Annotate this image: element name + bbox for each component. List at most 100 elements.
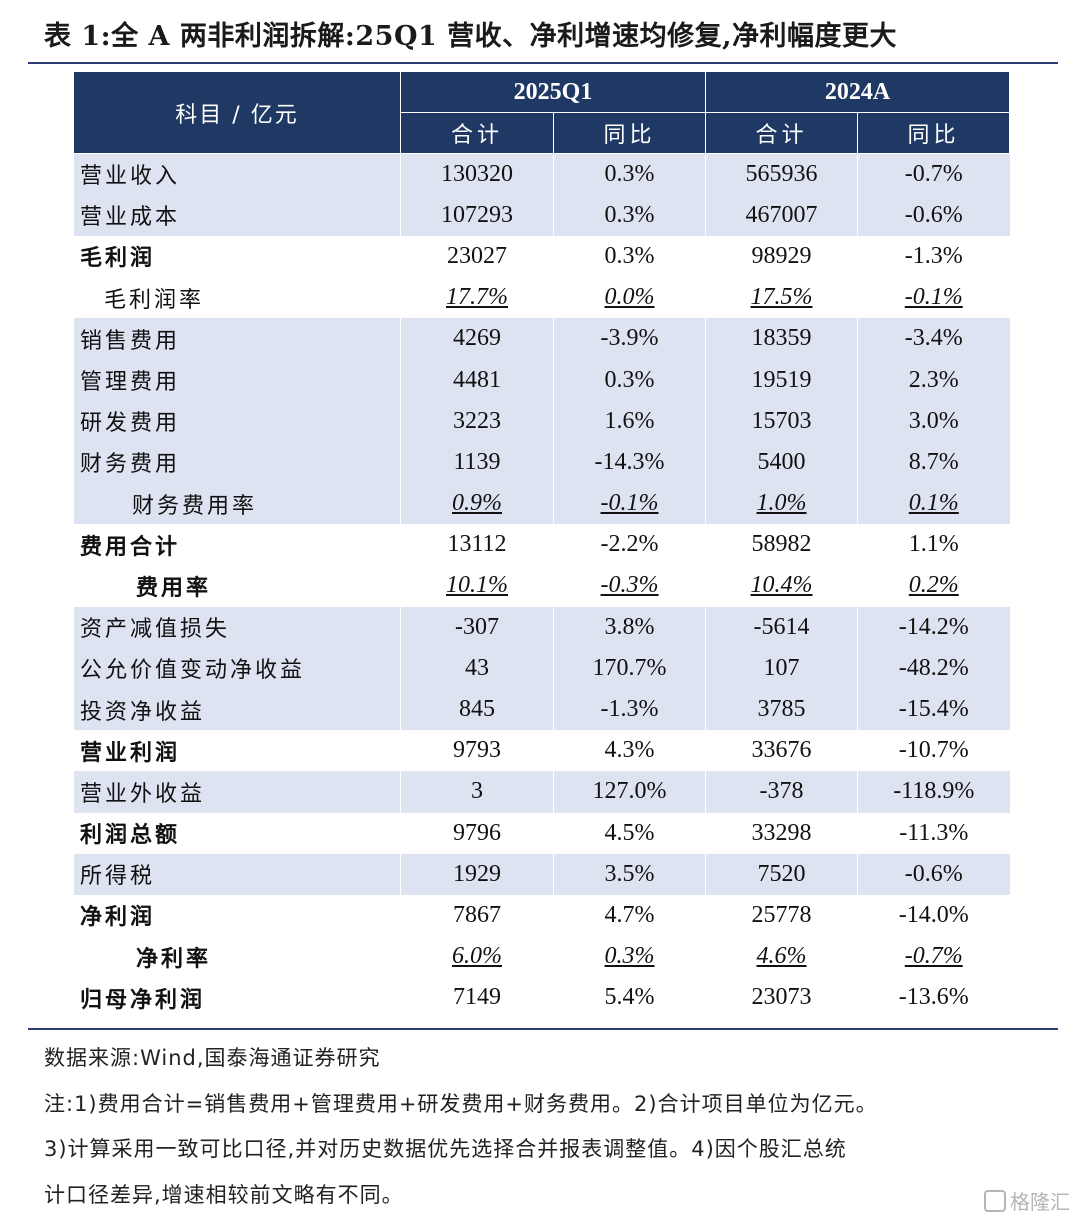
cell-2025q1-total: 9796 [400,812,554,854]
cell-2024a-yoy: 2.3% [857,359,1010,401]
cell-2024a-yoy: 3.0% [857,400,1010,442]
table-row: 费用率 10.1% -0.3% 10.4% 0.2% [73,565,1010,607]
footnote-line-2: 3)计算采用一致可比口径,并对历史数据优先选择合并报表调整值。4)因个股汇总统 [44,1137,847,1161]
cell-2025q1-yoy: -0.3% [552,565,706,607]
cell-2024a-total: 33298 [705,812,858,854]
row-label: 净利率 [73,936,401,978]
cell-2024a-yoy: -13.6% [857,977,1010,1019]
cell-2024a-yoy: 0.1% [857,483,1010,525]
row-label: 研发费用 [73,400,401,442]
cell-2024a-yoy: -118.9% [857,771,1010,813]
row-label: 销售费用 [73,318,401,360]
table-row: 销售费用 4269 -3.9% 18359 -3.4% [73,318,1010,360]
cell-2025q1-total: 13112 [400,524,554,566]
cell-2024a-yoy: -15.4% [857,688,1010,731]
cell-2024a-total: 23073 [705,977,858,1019]
cell-2025q1-total: 0.9% [400,483,554,525]
cell-2024a-yoy: -1.3% [857,235,1010,278]
table-row: 财务费用 1139 -14.3% 5400 8.7% [73,441,1010,483]
profit-breakdown-table: 科目 / 亿元 2025Q1 2024A 合计 同比 合计 同比 营业收入 13… [73,71,1011,1019]
row-label: 费用合计 [73,524,401,566]
cell-2024a-yoy: -14.2% [857,606,1010,648]
cell-2025q1-total: 107293 [400,194,554,236]
cell-2024a-yoy: -48.2% [857,647,1010,689]
cell-2024a-total: 1.0% [705,483,858,525]
cell-2024a-total: 17.5% [705,277,858,319]
header-yoy-2025q1: 同比 [552,112,707,154]
row-label: 所得税 [73,853,401,895]
cell-2025q1-total: 4269 [400,318,554,360]
table-title: 表 1:全 A 两非利润拆解:25Q1 营收、净利增速均修复,净利幅度更大 [44,21,898,52]
cell-2025q1-total: 1139 [400,441,554,483]
table-row: 营业成本 107293 0.3% 467007 -0.6% [73,194,1010,236]
cell-2025q1-yoy: 4.3% [552,730,706,772]
footnote-line-1: 注:1)费用合计=销售费用+管理费用+研发费用+财务费用。2)合计项目单位为亿元… [44,1092,878,1116]
cell-2024a-total: 7520 [705,853,858,895]
row-label: 费用率 [73,565,401,607]
row-label: 营业利润 [73,730,401,772]
cell-2024a-yoy: -0.1% [857,277,1010,319]
cell-2025q1-total: 9793 [400,730,554,772]
row-label: 营业收入 [73,153,401,195]
cell-2025q1-total: 4481 [400,359,554,401]
row-label: 净利润 [73,894,401,937]
header-item-label: 科目 / 亿元 [73,71,401,154]
table-row: 毛利润 23027 0.3% 98929 -1.3% [73,235,1010,278]
cell-2025q1-yoy: 0.3% [552,153,706,195]
cell-2025q1-yoy: -14.3% [552,441,706,483]
table-row: 净利润 7867 4.7% 25778 -14.0% [73,894,1010,937]
cell-2025q1-yoy: -2.2% [552,524,706,566]
cell-2025q1-total: 845 [400,688,554,731]
row-label: 利润总额 [73,812,401,854]
watermark: 格隆汇 [984,1186,1070,1215]
row-label: 毛利润率 [73,277,401,319]
cell-2024a-total: 10.4% [705,565,858,607]
cell-2025q1-total: 3223 [400,400,554,442]
cell-2024a-total: 19519 [705,359,858,401]
header-total-2025q1: 合计 [400,112,554,154]
table-row: 营业利润 9793 4.3% 33676 -10.7% [73,730,1010,772]
cell-2024a-yoy: -0.7% [857,153,1010,195]
cell-2025q1-yoy: -0.1% [552,483,706,525]
cell-2025q1-yoy: 0.3% [552,936,706,978]
cell-2025q1-yoy: 3.8% [552,606,706,648]
cell-2025q1-yoy: -1.3% [552,688,706,731]
cell-2025q1-yoy: 1.6% [552,400,706,442]
cell-2025q1-total: 17.7% [400,277,554,319]
cell-2025q1-total: 7867 [400,894,554,937]
table-body: 营业收入 130320 0.3% 565936 -0.7% 营业成本 10729… [73,153,1010,1019]
cell-2024a-total: -378 [705,771,858,813]
table-row: 毛利润率 17.7% 0.0% 17.5% -0.1% [73,277,1010,319]
table-row: 所得税 1929 3.5% 7520 -0.6% [73,853,1010,895]
cell-2025q1-yoy: 5.4% [552,977,706,1019]
cell-2024a-total: 98929 [705,235,858,278]
cell-2024a-yoy: 8.7% [857,441,1010,483]
cell-2025q1-yoy: -3.9% [552,318,706,360]
cell-2024a-total: 4.6% [705,936,858,978]
header-total-2024a: 合计 [705,112,859,154]
row-label: 管理费用 [73,359,401,401]
cell-2025q1-total: 7149 [400,977,554,1019]
table-row: 研发费用 3223 1.6% 15703 3.0% [73,400,1010,442]
table-row: 公允价值变动净收益 43 170.7% 107 -48.2% [73,647,1010,689]
table-row: 净利率 6.0% 0.3% 4.6% -0.7% [73,936,1010,978]
cell-2024a-total: 18359 [705,318,858,360]
cell-2025q1-total: 130320 [400,153,554,195]
cell-2024a-yoy: -0.6% [857,194,1010,236]
cell-2025q1-total: 3 [400,771,554,813]
cell-2024a-yoy: -10.7% [857,730,1010,772]
cell-2024a-yoy: -11.3% [857,812,1010,854]
cell-2024a-total: 467007 [705,194,858,236]
cell-2025q1-yoy: 3.5% [552,853,706,895]
row-label: 公允价值变动净收益 [73,647,401,689]
cell-2024a-yoy: 0.2% [857,565,1010,607]
row-label: 投资净收益 [73,688,401,731]
cell-2024a-yoy: -3.4% [857,318,1010,360]
cell-2024a-total: 3785 [705,688,858,731]
cell-2024a-total: 33676 [705,730,858,772]
cell-2024a-total: -5614 [705,606,858,648]
cell-2024a-total: 5400 [705,441,858,483]
table-row: 资产减值损失 -307 3.8% -5614 -14.2% [73,606,1010,648]
row-label: 财务费用率 [73,483,401,525]
table-row: 归母净利润 7149 5.4% 23073 -13.6% [73,977,1010,1019]
